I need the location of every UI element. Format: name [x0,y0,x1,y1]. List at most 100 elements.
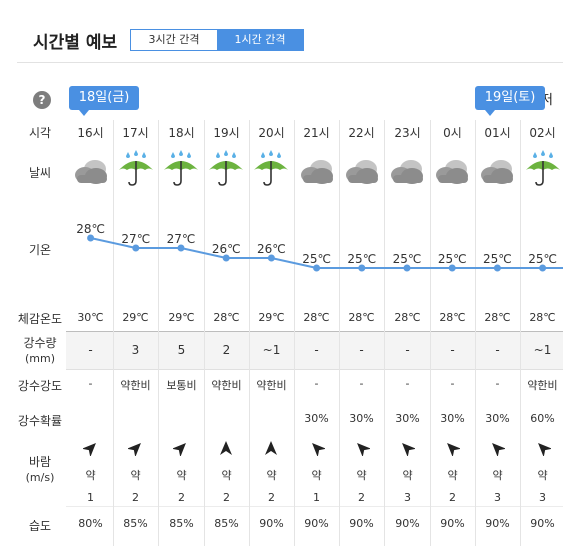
se-arrow-icon [444,440,462,458]
precip-intensity-cell: - [405,377,410,390]
label-precip-intensity: 강수강도 [17,379,63,393]
wind-strength-cell: 약 [176,469,187,482]
wind-speed-cell: 3 [494,491,501,504]
humidity-cell: 90% [440,517,465,530]
column-separator [430,120,431,546]
column-separator [384,120,385,546]
precip-amount-cell: 3 [131,343,140,357]
temperature-label: 25℃ [302,252,331,266]
feels-like-cell: 28℃ [529,311,556,324]
cloudy-icon [342,154,387,194]
temperature-label: 28℃ [76,222,105,236]
precip-intensity-cell: 약한비 [211,379,242,392]
column-separator [204,120,205,546]
rain-umbrella-icon [251,150,296,190]
rain-umbrella-icon [116,150,161,190]
precip-intensity-cell: 보통비 [166,379,197,392]
precip-row-background [66,331,563,369]
feels-like-cell: 28℃ [439,311,466,324]
feels-like-cell: 30℃ [77,311,104,324]
feels-like-cell: 28℃ [303,311,330,324]
wind-speed-cell: 2 [223,491,230,504]
column-separator [113,120,114,546]
s-arrow-icon [218,440,234,456]
precip-amount-cell: ~1 [262,343,281,357]
precip-prob-cell: 30% [440,412,465,425]
feels-like-cell: 29℃ [168,311,195,324]
time-cell: 20시 [258,126,285,140]
time-cell: 17시 [122,126,149,140]
column-separator [249,120,250,546]
label-temperature: 기온 [28,243,52,257]
temperature-point [403,264,411,272]
wind-speed-cell: 2 [449,491,456,504]
column-separator [520,120,521,546]
time-cell: 19시 [213,126,240,140]
wind-speed-cell: 2 [178,491,185,504]
humidity-cell: 90% [530,517,555,530]
cloudy-icon [387,154,432,194]
temperature-point [177,244,185,252]
se-arrow-icon [399,440,417,458]
column-separator [475,120,476,546]
se-arrow-icon [489,440,507,458]
time-cell: 01시 [484,126,511,140]
temperature-label: 25℃ [483,252,512,266]
tab-1-hour[interactable]: 1시간 간격 [217,30,303,50]
wind-strength-cell: 약 [447,469,458,482]
cloudy-icon [297,154,342,194]
precip-prob-cell: 60% [530,412,555,425]
temperature-point [358,264,366,272]
wind-strength-cell: 약 [311,469,322,482]
help-icon[interactable]: ? [33,91,51,109]
wind-speed-cell: 2 [358,491,365,504]
label-wind: 바람 (m/s) [14,455,66,485]
time-cell: 02시 [529,126,556,140]
temperature-point [222,254,230,262]
label-precip-amount-main: 강수량 [23,336,57,350]
precip-prob-cell: 30% [349,412,374,425]
wind-speed-cell: 2 [132,491,139,504]
time-cell: 16시 [77,126,104,140]
row-separator [66,506,563,507]
wind-strength-cell: 약 [221,469,232,482]
row-separator [66,369,563,370]
precip-amount-cell: - [405,343,410,357]
precip-intensity-cell: - [88,377,93,390]
wind-speed-cell: 1 [87,491,94,504]
time-cell: 21시 [303,126,330,140]
label-wind-unit: (m/s) [25,471,55,484]
precip-amount-cell: - [314,343,319,357]
precip-prob-cell: 30% [485,412,510,425]
humidity-cell: 90% [395,517,420,530]
wind-strength-cell: 약 [130,469,141,482]
humidity-cell: 90% [349,517,374,530]
humidity-cell: 85% [123,517,148,530]
humidity-cell: 85% [169,517,194,530]
humidity-cell: 80% [78,517,103,530]
wind-strength-cell: 약 [266,469,277,482]
wind-strength-cell: 약 [85,469,96,482]
column-separator [158,120,159,546]
precip-intensity-cell: 약한비 [256,379,287,392]
label-weather: 날씨 [28,166,52,180]
label-precip-amount-unit: (mm) [24,352,55,365]
se-arrow-icon [535,440,553,458]
precip-intensity-cell: - [359,377,364,390]
precip-amount-cell: 5 [177,343,186,357]
label-wind-main: 바람 [28,455,52,469]
date-badge: 18일(금) [69,86,139,116]
temperature-label: 27℃ [121,232,150,246]
feels-like-cell: 28℃ [394,311,421,324]
wind-speed-cell: 2 [268,491,275,504]
cloudy-icon [432,154,477,194]
precip-amount-cell: - [88,343,93,357]
wind-strength-cell: 약 [402,469,413,482]
time-cell: 0시 [443,126,462,140]
rain-umbrella-icon [206,150,251,190]
precip-amount-cell: - [495,343,500,357]
label-precip-amount: 강수량 (mm) [14,336,66,366]
sw-arrow-icon [81,440,99,458]
tab-3-hour[interactable]: 3시간 간격 [131,30,217,50]
temperature-label: 27℃ [167,232,196,246]
